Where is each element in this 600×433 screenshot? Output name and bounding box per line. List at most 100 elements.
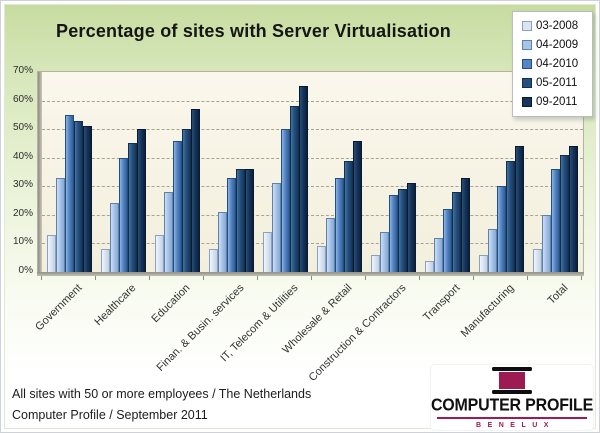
logo-accent-rule [437, 416, 587, 419]
bar-04-2009-transport [434, 238, 443, 272]
bar-04-2009-total [542, 215, 551, 272]
logo-region-label: BENELUX [476, 421, 555, 429]
legend-label: 03-2008 [536, 20, 579, 32]
bar-09-2011-wholesale-retail [353, 141, 362, 272]
bar-03-2008-wholesale-retail [317, 246, 326, 272]
bar-05-2011-education [182, 129, 191, 272]
y-axis-label: 60% [12, 93, 33, 105]
footnote-line-1: All sites with 50 or more employees / Th… [12, 387, 312, 401]
bar-03-2008-it-telecom-utilities [263, 232, 272, 272]
gridline-40 [42, 157, 583, 159]
x-axis-tick [41, 276, 42, 280]
bar-04-2010-wholesale-retail [335, 178, 344, 272]
bar-09-2011-manufacturing [515, 146, 524, 272]
x-axis-tick [527, 276, 528, 280]
bar-09-2011-total [569, 146, 578, 272]
bar-05-2011-finan-busin-services [236, 169, 245, 272]
bar-09-2011-healthcare [137, 129, 146, 272]
bar-03-2008-transport [425, 261, 434, 272]
x-axis-tick [419, 276, 420, 280]
legend-swatch-09-2011 [522, 97, 532, 107]
x-axis-tick [149, 276, 150, 280]
bar-04-2010-manufacturing [497, 186, 506, 272]
x-axis-tick [257, 276, 258, 280]
bar-04-2009-healthcare [110, 203, 119, 272]
bar-03-2008-education [155, 235, 164, 272]
bar-04-2010-healthcare [119, 158, 128, 272]
bar-09-2011-government [83, 126, 92, 272]
x-axis-tick [473, 276, 474, 280]
y-axis-label: 0% [18, 265, 33, 276]
legend-item-09-2011: 09-2011 [522, 96, 586, 108]
legend-item-05-2011: 05-2011 [522, 77, 586, 89]
footnote-line-2: Computer Profile / September 2011 [12, 408, 208, 422]
logo-spool-top-bar-icon [492, 366, 532, 371]
bar-04-2010-finan-busin-services [227, 178, 236, 272]
bar-09-2011-transport [461, 178, 470, 272]
bar-03-2008-construction-contractors [371, 255, 380, 272]
bar-09-2011-finan-busin-services [245, 169, 254, 272]
bar-03-2008-manufacturing [479, 255, 488, 272]
gridline-30 [42, 186, 583, 188]
bar-04-2009-education [164, 192, 173, 272]
logo-spool-bottom-bar-icon [492, 389, 532, 394]
y-axis-label: 50% [12, 122, 33, 134]
legend-swatch-03-2008 [522, 21, 532, 31]
bar-05-2011-transport [452, 192, 461, 272]
bar-09-2011-construction-contractors [407, 183, 416, 272]
x-axis-tick [311, 276, 312, 280]
gridline-10 [42, 243, 583, 245]
bar-09-2011-it-telecom-utilities [299, 86, 308, 272]
bar-04-2009-government [56, 178, 65, 272]
gridline-60 [42, 100, 583, 102]
bar-05-2011-government [74, 121, 83, 272]
legend-item-03-2008: 03-2008 [522, 20, 586, 32]
bar-04-2009-construction-contractors [380, 232, 389, 272]
bar-05-2011-it-telecom-utilities [290, 106, 299, 272]
y-axis-label: 30% [12, 179, 33, 191]
plot-left-wall [38, 72, 42, 272]
bar-05-2011-total [560, 155, 569, 272]
legend-label: 04-2010 [536, 58, 579, 70]
x-axis-tick [365, 276, 366, 280]
gridline-50 [42, 129, 583, 131]
bar-04-2009-manufacturing [488, 229, 497, 272]
y-axis-label: 70% [12, 65, 33, 76]
legend-label: 04-2009 [536, 39, 579, 51]
x-axis-tick [95, 276, 96, 280]
legend-label: 05-2011 [536, 77, 578, 89]
bar-05-2011-construction-contractors [398, 189, 407, 272]
footnote: All sites with 50 or more employees / Th… [12, 384, 311, 426]
bar-04-2010-it-telecom-utilities [281, 129, 290, 272]
legend-item-04-2010: 04-2010 [522, 58, 586, 70]
logo-company-name: COMPUTER PROFILE [430, 395, 594, 415]
y-axis-label: 10% [12, 236, 33, 248]
bar-04-2010-education [173, 141, 182, 272]
bar-04-2009-wholesale-retail [326, 218, 335, 272]
bar-04-2010-government [65, 115, 74, 272]
gridline-20 [42, 214, 583, 216]
bar-05-2011-healthcare [128, 143, 137, 272]
bar-04-2010-total [551, 169, 560, 272]
bar-03-2008-finan-busin-services [209, 249, 218, 272]
company-logo: COMPUTER PROFILE BENELUX [430, 364, 594, 431]
logo-spool-square-icon [499, 371, 525, 389]
bar-03-2008-total [533, 249, 542, 272]
bar-09-2011-education [191, 109, 200, 272]
x-axis-tick [203, 276, 204, 280]
legend-swatch-04-2010 [522, 59, 532, 69]
legend-item-04-2009: 04-2009 [522, 39, 586, 51]
bar-04-2009-it-telecom-utilities [272, 183, 281, 272]
plot-area [37, 71, 584, 273]
bar-04-2010-construction-contractors [389, 195, 398, 272]
legend-swatch-04-2009 [522, 40, 532, 50]
bar-03-2008-government [47, 235, 56, 272]
bar-05-2011-wholesale-retail [344, 161, 353, 272]
chart-title: Percentage of sites with Server Virtuali… [55, 21, 451, 41]
chart-legend: 03-2008 04-2009 04-2010 05-2011 09-2011 [512, 11, 593, 117]
plot-floor-axis [37, 272, 584, 276]
y-axis-label: 20% [12, 207, 33, 219]
bar-05-2011-manufacturing [506, 161, 515, 272]
legend-label: 09-2011 [536, 96, 578, 108]
